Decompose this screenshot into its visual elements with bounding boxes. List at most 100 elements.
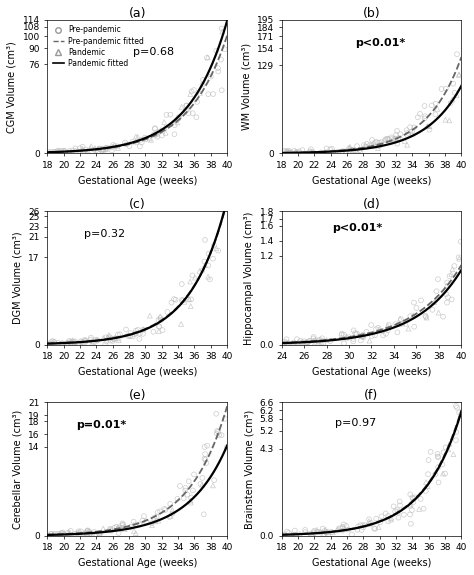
Point (92, 146, 100, 155)
Point (176, 481, 184, 490)
Point (356, 145, 364, 155)
Point (186, 277, 194, 286)
Point (204, 272, 212, 281)
Point (90, 338, 98, 347)
Point (96, 529, 104, 538)
Point (303, 338, 311, 347)
Point (100, 144, 107, 154)
Point (443, 281, 450, 290)
Point (87, 335, 94, 344)
Point (394, 507, 402, 516)
Point (68, 338, 75, 347)
X-axis label: Gestational Age (weeks): Gestational Age (weeks) (78, 175, 197, 186)
Point (55, 148, 63, 158)
Point (222, 387, 230, 396)
Point (85, 528, 92, 538)
Point (371, 524, 379, 534)
Point (447, 270, 455, 279)
Point (424, 122, 432, 131)
Point (123, 140, 130, 149)
Point (83, 531, 91, 540)
Point (107, 524, 114, 534)
Point (203, 441, 211, 450)
Point (363, 327, 370, 336)
Point (366, 141, 374, 150)
Point (153, 512, 160, 521)
Point (91, 530, 99, 539)
Point (316, 335, 323, 344)
Point (131, 330, 138, 339)
Point (349, 337, 357, 346)
Point (297, 336, 304, 346)
Point (395, 133, 402, 143)
Point (98, 146, 106, 155)
Point (439, 469, 447, 478)
Point (283, 339, 290, 348)
Point (434, 274, 442, 283)
Point (314, 527, 321, 536)
Point (47, 338, 55, 347)
Point (448, 95, 456, 104)
Point (61, 146, 68, 155)
Point (187, 295, 195, 304)
Point (191, 273, 199, 282)
Point (171, 121, 179, 130)
Point (71, 337, 79, 346)
Point (360, 140, 368, 150)
Point (448, 264, 456, 274)
Point (84, 526, 91, 535)
Point (179, 296, 187, 305)
Point (113, 522, 120, 531)
Point (334, 524, 341, 533)
Point (308, 531, 316, 540)
Point (201, 450, 209, 459)
Point (175, 112, 183, 121)
Point (404, 128, 412, 137)
Point (197, 480, 204, 489)
Point (55, 147, 63, 156)
Point (190, 470, 198, 479)
Point (90, 527, 98, 536)
Point (161, 505, 169, 515)
Point (315, 337, 322, 346)
Point (183, 101, 191, 110)
Point (166, 499, 174, 508)
Point (100, 524, 107, 533)
Point (404, 131, 411, 140)
Point (407, 490, 414, 499)
Point (82, 336, 89, 346)
Point (81, 335, 88, 344)
Point (185, 109, 192, 118)
Y-axis label: WM Volume (cm³): WM Volume (cm³) (241, 43, 251, 131)
Point (322, 528, 330, 537)
Legend: Pre-pandemic, Pre-pandemic fitted, Pandemic, Pandemic fitted: Pre-pandemic, Pre-pandemic fitted, Pande… (51, 24, 146, 70)
Point (363, 142, 371, 151)
Text: p=0.32: p=0.32 (84, 229, 125, 239)
Point (214, 63, 222, 72)
Point (111, 141, 118, 151)
Point (155, 316, 162, 325)
Point (368, 135, 376, 144)
Point (393, 328, 401, 337)
Point (422, 477, 430, 486)
Point (442, 115, 449, 124)
Point (219, 27, 226, 36)
Point (407, 500, 414, 509)
Point (57, 528, 65, 538)
Point (348, 530, 356, 539)
Point (414, 113, 422, 122)
Point (201, 454, 208, 463)
Point (213, 429, 220, 438)
Point (196, 89, 204, 98)
Point (368, 141, 375, 151)
Point (199, 75, 207, 85)
Point (121, 525, 128, 534)
Point (217, 55, 225, 64)
Point (305, 148, 312, 157)
Point (292, 530, 300, 539)
Point (166, 512, 173, 522)
Point (279, 340, 286, 349)
Point (338, 523, 346, 532)
Point (295, 147, 303, 156)
Point (295, 148, 302, 158)
